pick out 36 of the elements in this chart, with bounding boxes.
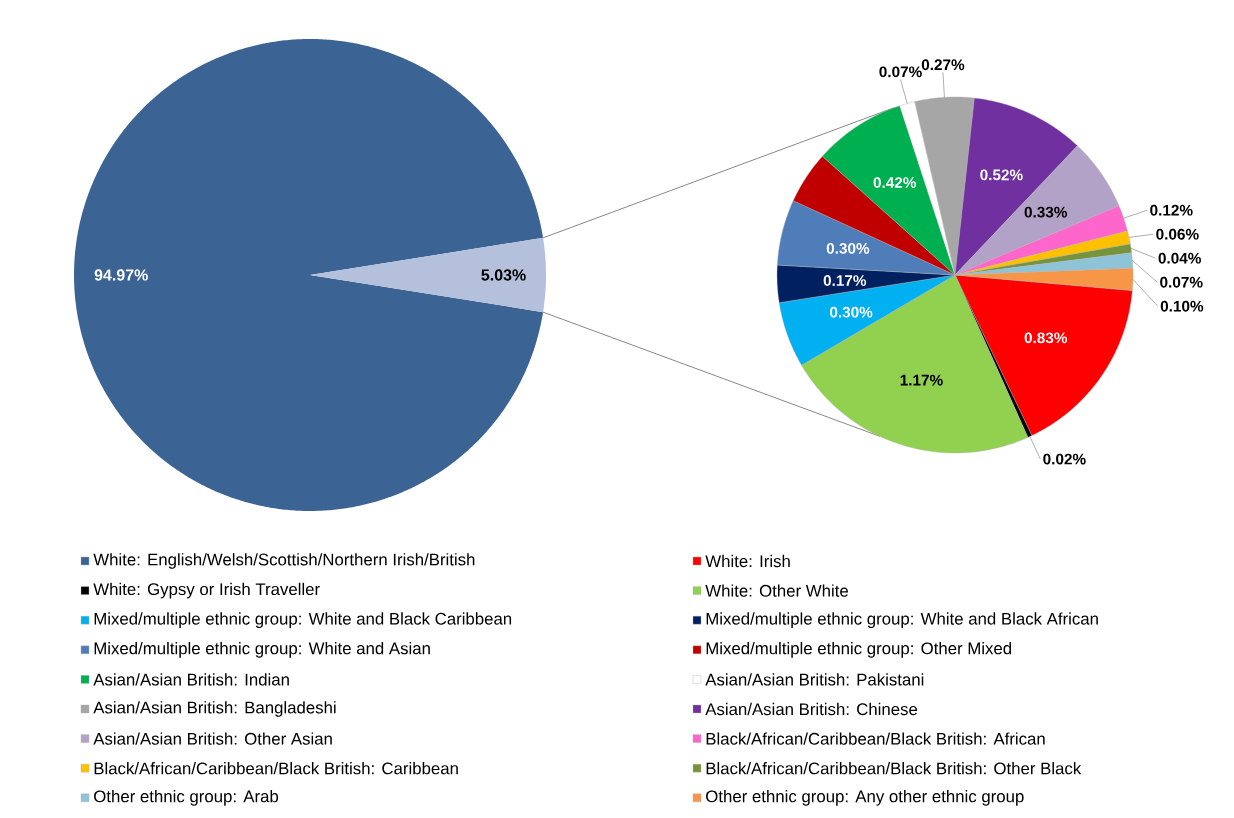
legend-label: Other ethnic group: Any other ethnic group [706, 789, 1024, 806]
data-label: 0.42% [873, 177, 917, 188]
data-label: 0.30% [829, 306, 873, 318]
data-label: 0.10% [1160, 300, 1204, 312]
data-label: 0.83% [1024, 332, 1068, 344]
legend-label: White: Gypsy or Irish Traveller [93, 582, 320, 599]
data-label: 5.03% [481, 269, 526, 281]
data-label: 0.33% [1024, 206, 1068, 218]
data-label: 0.27% [921, 59, 965, 71]
legend-label: Mixed/multiple ethnic group: Other Mixed [706, 641, 1012, 658]
legend-label: Mixed/multiple ethnic group: White and Asian [94, 641, 430, 658]
data-label: 0.12% [1150, 204, 1193, 216]
legend-label: Asian/Asian British: Other Asian [93, 732, 332, 745]
legend-label: Asian/Asian British: Bangladeshi [93, 701, 336, 717]
data-label: 0.17% [823, 275, 867, 286]
data-label: 0.07% [879, 66, 922, 78]
legend-label: Black/African/Caribbean/Black British: African [706, 732, 1045, 745]
legend-label: Asian/Asian British: Chinese [705, 702, 918, 716]
legend-label: Mixed/multiple ethnic group: White and Black African [706, 612, 1098, 629]
legend-label: Asian/Asian British: Pakistani [705, 673, 924, 686]
data-label: 94.97% [94, 269, 148, 281]
data-label: 0.07% [1160, 276, 1203, 288]
data-label: 0.04% [1158, 252, 1201, 264]
data-label: 0.06% [1156, 228, 1199, 240]
data-label: 1.17% [900, 374, 943, 386]
data-label: 0.30% [826, 242, 870, 254]
legend-label: Asian/Asian British: Indian [93, 673, 289, 686]
legend-label: White: English/Welsh/Scottish/Northern Irish/British [93, 553, 475, 569]
legend-label: Mixed/multiple ethnic group: White and Black Caribbean [94, 612, 512, 629]
legend-label: White: Other White [705, 584, 848, 597]
legend-label: White: Irish [705, 554, 790, 568]
legend-label: Black/African/Caribbean/Black British: Caribbean [94, 762, 458, 775]
legend-label: Black/African/Caribbean/Black British: Other Black [706, 762, 1082, 775]
data-label: 0.02% [1043, 453, 1086, 465]
legend-label: Other ethnic group: Arab [94, 789, 279, 806]
data-label: 0.52% [980, 169, 1023, 181]
